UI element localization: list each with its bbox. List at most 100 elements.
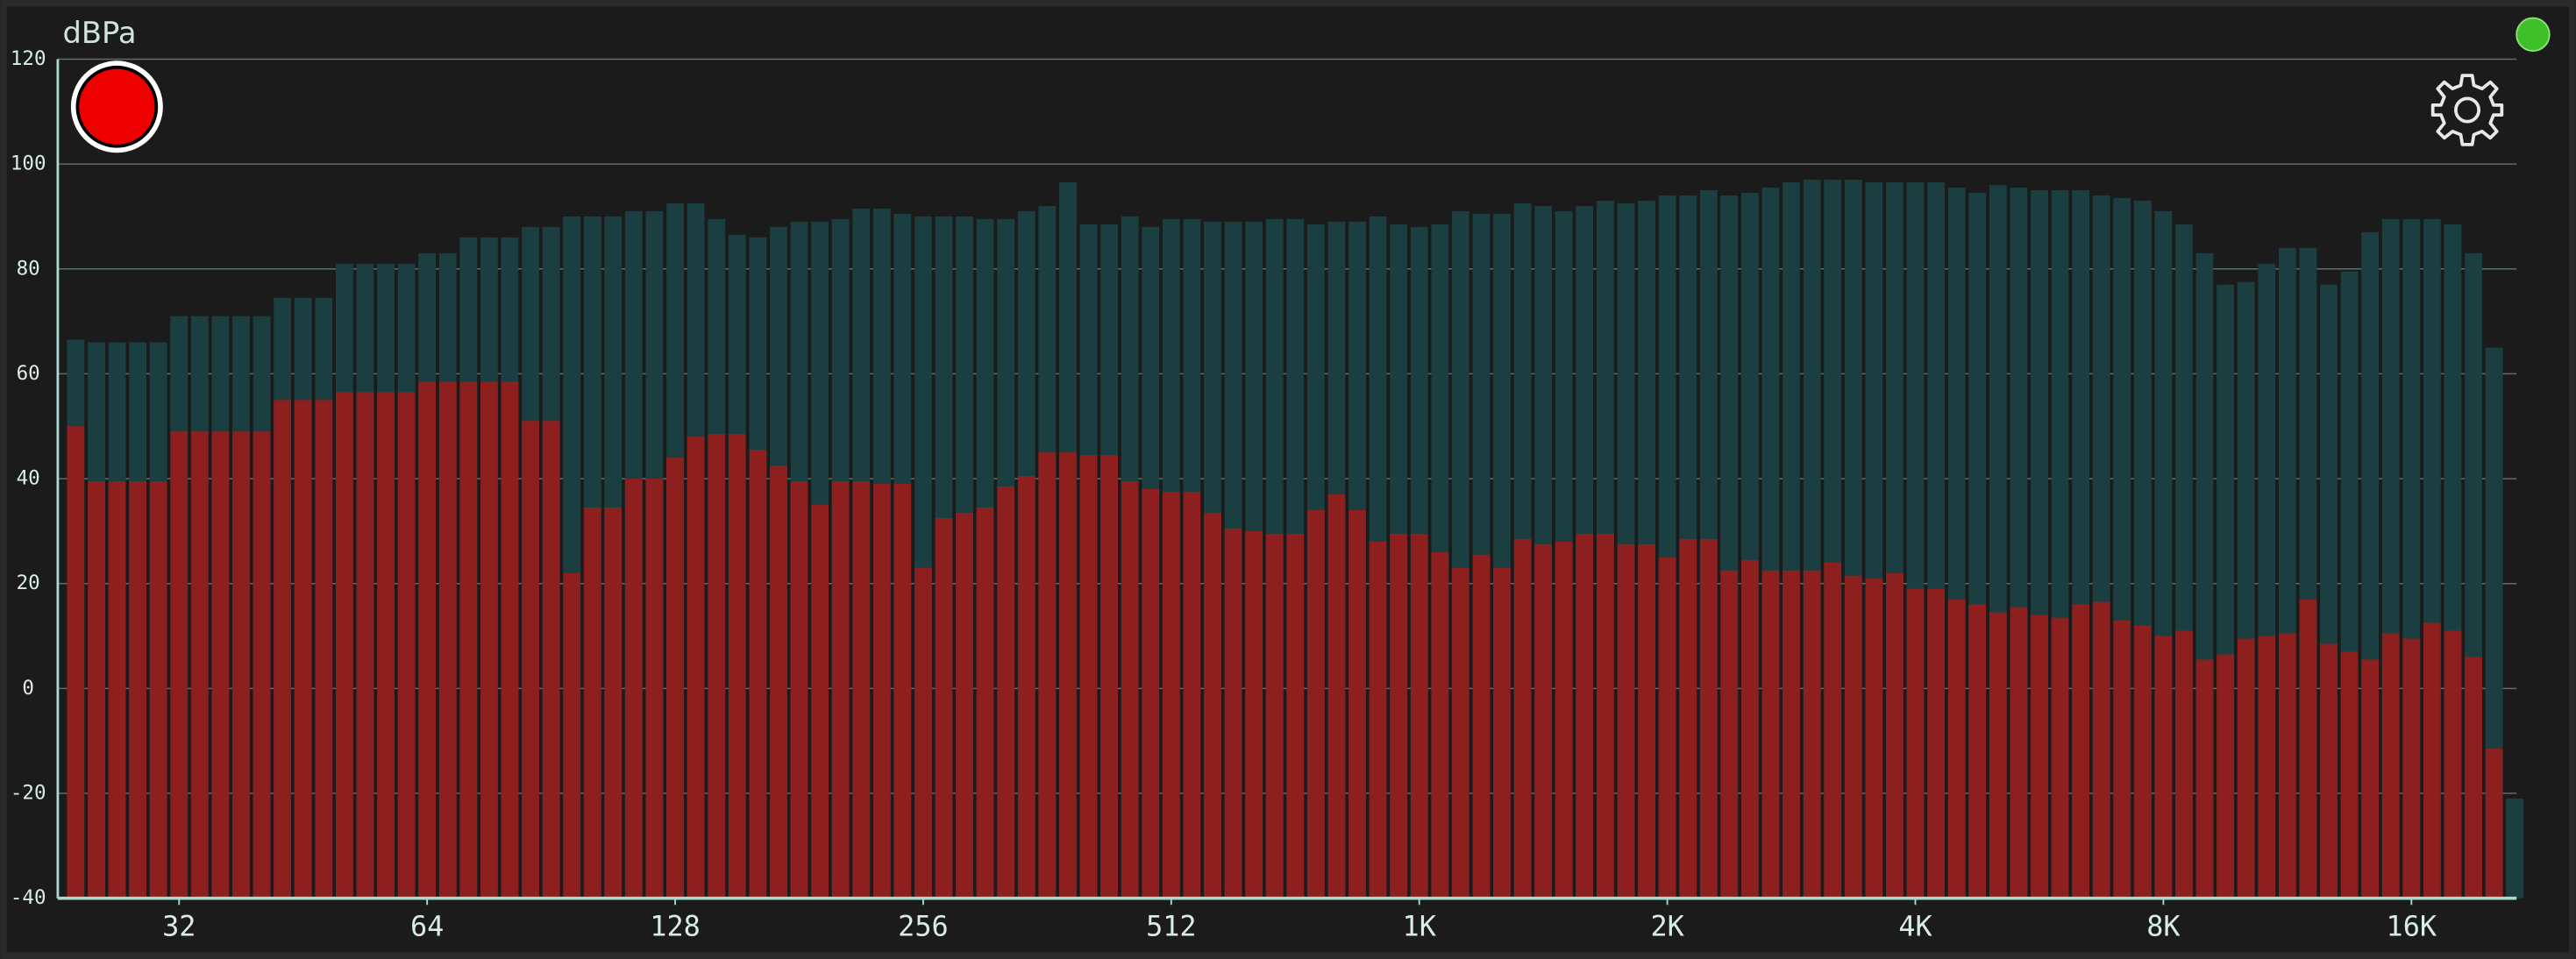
y-tick-label: -40	[11, 886, 46, 909]
settings-button[interactable]	[2430, 74, 2504, 146]
bar	[914, 567, 932, 899]
bar	[976, 507, 994, 899]
bar	[1968, 604, 1987, 899]
bar	[749, 450, 767, 899]
bar	[1390, 533, 1408, 899]
bar	[2320, 643, 2338, 899]
bar	[2092, 601, 2110, 899]
bar	[1017, 476, 1035, 899]
bar	[1472, 554, 1491, 899]
record-button[interactable]	[70, 60, 163, 153]
x-tick-label: 128	[650, 909, 701, 942]
bar	[1245, 530, 1263, 899]
bar	[1513, 538, 1532, 899]
bar	[1886, 572, 1904, 899]
bar	[1555, 541, 1573, 899]
bar	[2361, 659, 2380, 899]
bar	[770, 465, 787, 899]
bar	[2010, 607, 2028, 899]
bar	[1224, 528, 1242, 899]
bar	[397, 392, 416, 899]
settings-gear-hub[interactable]	[2454, 96, 2481, 124]
bar	[1038, 452, 1057, 899]
bar	[2506, 799, 2524, 899]
bar	[2402, 638, 2421, 899]
bar	[790, 481, 808, 899]
bar	[1576, 533, 1594, 899]
bar	[728, 434, 746, 899]
record-dot[interactable]	[79, 68, 155, 145]
bar	[2195, 659, 2214, 899]
x-tick-label: 64	[410, 909, 444, 942]
settings-gear[interactable]	[2430, 74, 2504, 146]
bar	[356, 392, 374, 899]
x-tick-label: 4K	[1898, 909, 1932, 942]
bar	[1824, 562, 1842, 899]
y-tick-label: 20	[17, 572, 40, 594]
bar	[2465, 657, 2482, 899]
bar	[1348, 509, 1366, 899]
bar	[1493, 567, 1511, 899]
x-tick-label: 1K	[1403, 909, 1437, 942]
bar	[645, 479, 664, 899]
y-tick-label: 40	[17, 467, 40, 490]
bar	[666, 458, 684, 899]
bar	[893, 484, 912, 899]
unit-label: dBPa	[63, 16, 137, 50]
bar	[129, 481, 147, 899]
bar	[480, 381, 498, 899]
x-tick-label: 16K	[2387, 909, 2437, 942]
bar	[1927, 588, 1946, 899]
bar	[438, 381, 457, 899]
bar	[522, 421, 539, 899]
bar	[2444, 630, 2462, 899]
bar	[211, 431, 230, 899]
bar	[1906, 588, 1925, 899]
bar	[2154, 636, 2173, 899]
bar	[687, 437, 705, 899]
bar	[232, 431, 250, 899]
bar	[2258, 636, 2276, 899]
bar	[2423, 622, 2441, 899]
bar	[583, 507, 601, 899]
bar	[1059, 452, 1077, 899]
bar	[149, 481, 167, 899]
bar	[563, 572, 581, 899]
bar	[831, 481, 850, 899]
y-tick-label: 120	[11, 47, 46, 70]
bar	[2051, 617, 2069, 899]
bar	[624, 479, 643, 899]
bar	[1306, 509, 1325, 899]
bar	[1286, 533, 1305, 899]
bar	[1100, 455, 1118, 899]
bar	[2278, 633, 2296, 899]
bar	[1947, 599, 1966, 899]
bar	[2113, 620, 2131, 899]
bar	[1638, 543, 1655, 899]
bar	[1783, 570, 1800, 899]
bar	[294, 400, 312, 899]
bar	[1451, 567, 1469, 899]
bar	[997, 487, 1015, 899]
y-tick-label: 60	[17, 362, 40, 385]
plot-area: -40 -20 0 20 40 60 80 100 120 32 64 128 256 512 1K 2K 4K…	[11, 47, 2524, 942]
bar	[1369, 541, 1387, 899]
bar	[1534, 543, 1553, 899]
bar	[956, 512, 973, 899]
bar	[811, 504, 829, 899]
bar	[67, 426, 85, 899]
x-tick-label: 512	[1146, 909, 1197, 942]
bar	[190, 431, 209, 899]
bar	[253, 431, 271, 899]
bar	[1699, 538, 1718, 899]
x-tick-label: 256	[898, 909, 949, 942]
bar	[1079, 455, 1098, 899]
bar	[2237, 638, 2255, 899]
bar	[1720, 570, 1739, 899]
y-tick-label: -20	[11, 782, 46, 805]
x-tick-label: 32	[162, 909, 196, 942]
bar	[170, 431, 189, 899]
bar	[418, 381, 437, 899]
